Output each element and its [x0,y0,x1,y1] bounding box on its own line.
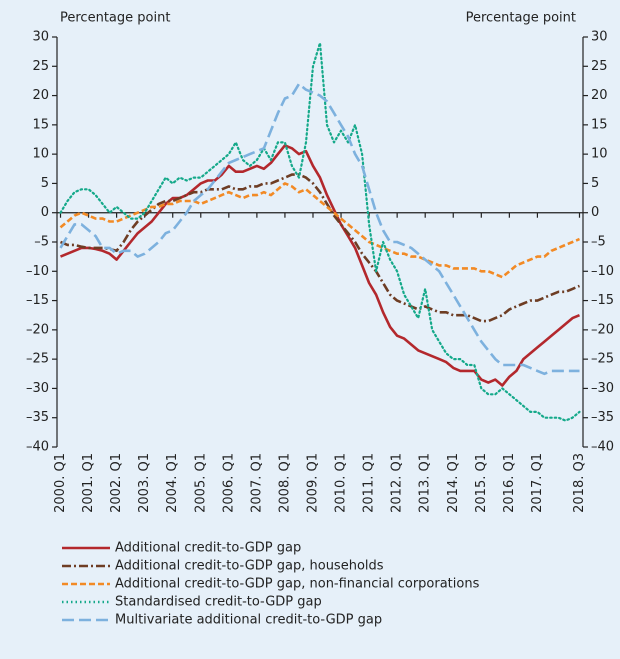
y2-axis-label: Percentage point [466,11,576,26]
x-tick-label: 2007. Q1 [249,453,264,513]
x-tick-label: 2017. Q1 [530,453,545,513]
y-tick-label: 30 [591,30,608,45]
x-tick-label: 2002. Q1 [109,453,124,513]
y-tick-label: –30 [591,381,614,396]
y-tick-label: –5 [34,235,49,250]
y-tick-label: –15 [591,293,614,308]
y-tick-label: 30 [32,30,49,45]
y-tick-label: 0 [41,205,49,220]
legend-label: Additional credit-to-GDP gap [115,541,301,556]
x-tick-label: 2016. Q1 [502,453,517,513]
y-tick-label: –25 [591,352,614,367]
y-tick-label: 25 [32,59,49,74]
y-tick-label: 0 [591,205,599,220]
x-tick-label: 2004. Q1 [165,453,180,513]
y-tick-label: 5 [591,176,599,191]
x-tick-label: 2010. Q1 [334,453,349,513]
y-tick-label: –40 [591,440,614,455]
x-tick-label: 2014. Q1 [446,453,461,513]
series-line [60,144,580,387]
y-tick-label: 20 [591,88,608,103]
series-line [60,173,581,323]
y-tick-label: –10 [26,264,49,279]
x-tick-label: 2011. Q1 [362,453,377,513]
y-axis-label: Percentage point [60,11,170,26]
legend-label: Multivariate additional credit-to-GDP ga… [115,613,382,628]
x-tick-label: 2003. Q1 [137,453,152,513]
legend-label: Additional credit-to-GDP gap, households [115,559,384,574]
x-tick-label: 2005. Q1 [193,453,208,513]
y-tick-label: –35 [591,410,614,425]
y-tick-label: 10 [32,147,49,162]
y-tick-label: –5 [591,235,606,250]
y-tick-label: –30 [26,381,49,396]
x-tick-label: 2015. Q1 [474,453,489,513]
y-tick-label: 10 [591,147,608,162]
y-tick-label: 5 [41,176,49,191]
y-tick-label: 20 [32,88,49,103]
x-tick-label: 2001. Q1 [81,453,96,513]
series-line [59,41,581,422]
x-tick-label: 2000. Q1 [53,453,68,513]
y-tick-label: –25 [26,352,49,367]
series-line [59,182,580,279]
y-tick-label: –10 [591,264,614,279]
x-tick-label: 2006. Q1 [221,453,236,513]
y-tick-label: 15 [591,117,608,132]
legend-label: Additional credit-to-GDP gap, non-financ… [115,577,480,592]
x-tick-label: 2008. Q1 [277,453,292,513]
y-tick-label: 15 [32,117,49,132]
x-tick-label: 2012. Q1 [390,453,405,513]
y-tick-label: –15 [26,293,49,308]
y-tick-label: –20 [26,322,49,337]
series-line [59,82,580,376]
legend-label: Standardised credit-to-GDP gap [115,595,322,610]
y-tick-label: –40 [26,440,49,455]
x-tick-label: 2009. Q1 [305,453,320,513]
y-tick-label: –35 [26,410,49,425]
x-tick-label: 2013. Q1 [418,453,433,513]
y-tick-label: 25 [591,59,608,74]
x-tick-label: 2018. Q3 [572,453,587,513]
y-tick-label: –20 [591,322,614,337]
